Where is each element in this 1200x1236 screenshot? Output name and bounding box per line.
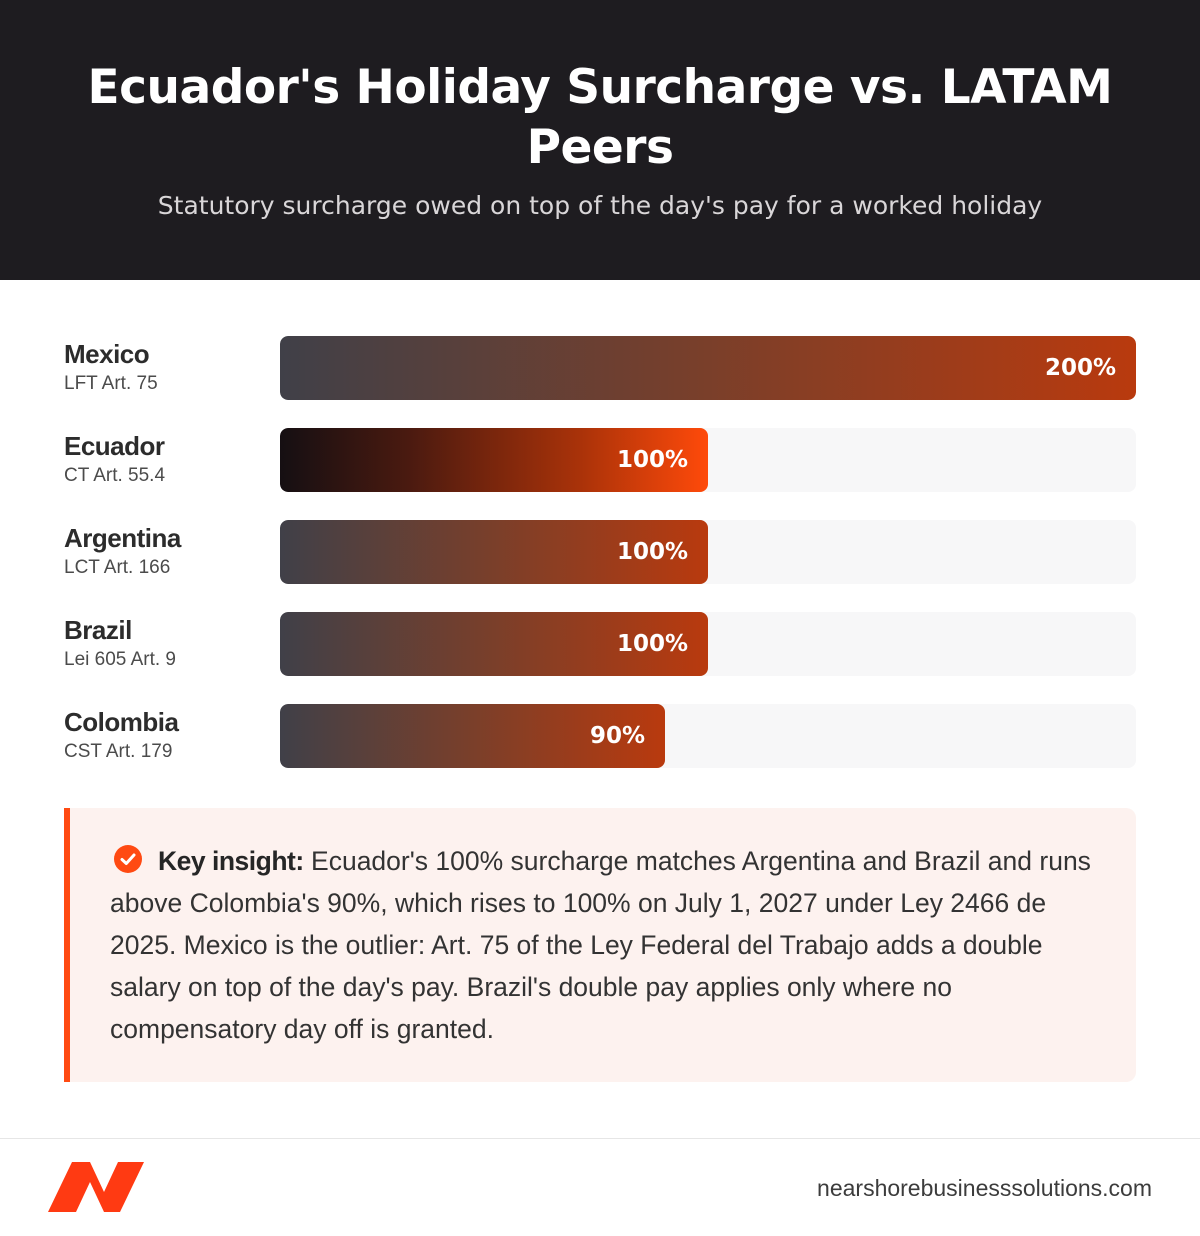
data-label: 200% xyxy=(1044,355,1116,381)
data-label: 100% xyxy=(616,447,688,473)
footer-divider xyxy=(0,1138,1200,1139)
insight-paragraph: Key insight: Ecuador's 100% surcharge ma… xyxy=(110,840,1100,1050)
insight-label: Key insight: xyxy=(158,846,304,876)
insight-text: Ecuador's 100% surcharge matches Argenti… xyxy=(110,846,1091,1044)
header: Ecuador's Holiday Surcharge vs. LATAM Pe… xyxy=(0,0,1200,280)
brand-logo-icon[interactable] xyxy=(48,1162,144,1217)
bar: 200% xyxy=(280,336,1136,400)
bar-track: 100% xyxy=(280,520,1136,584)
page-subtitle: Statutory surcharge owed on top of the d… xyxy=(157,191,1043,220)
category-label: Brazil xyxy=(64,615,132,645)
bar: 100% xyxy=(280,612,708,676)
chart-row: Argentina LCT Art. 166 100% xyxy=(64,520,1136,584)
category-sublabel: LCT Art. 166 xyxy=(64,557,171,578)
category-sublabel: CT Art. 55.4 xyxy=(64,465,166,486)
category-label: Mexico xyxy=(64,339,150,369)
category-sublabel: CST Art. 179 xyxy=(64,741,173,762)
chart-row: Brazil Lei 605 Art. 9 100% xyxy=(64,612,1136,676)
insight-box: Key insight: Ecuador's 100% surcharge ma… xyxy=(64,808,1136,1082)
chart-row: Ecuador CT Art. 55.4 100% xyxy=(64,428,1136,492)
category-sublabel: LFT Art. 75 xyxy=(64,373,158,394)
bar-track: 100% xyxy=(280,612,1136,676)
page-title: Ecuador's Holiday Surcharge vs. LATAM Pe… xyxy=(87,60,1113,175)
data-label: 90% xyxy=(589,723,645,749)
bar-track: 100% xyxy=(280,428,1136,492)
category-label: Ecuador xyxy=(64,431,165,461)
category-label: Argentina xyxy=(64,523,181,553)
bar: 100% xyxy=(280,520,708,584)
category-sublabel: Lei 605 Art. 9 xyxy=(64,649,176,670)
bar-track: 200% xyxy=(280,336,1136,400)
check-circle-icon xyxy=(114,845,142,873)
bar: 100% xyxy=(280,428,708,492)
site-url[interactable]: nearshorebusinesssolutions.com xyxy=(817,1175,1152,1201)
data-label: 100% xyxy=(616,631,688,657)
bar: 90% xyxy=(280,704,665,768)
chart-row: Mexico LFT Art. 75 200% xyxy=(64,336,1136,400)
bar-track: 90% xyxy=(280,704,1136,768)
bar-chart: Mexico LFT Art. 75 200% Ecuador CT Art. 55.4… xyxy=(0,280,1200,790)
chart-row: Colombia CST Art. 179 90% xyxy=(64,704,1136,768)
category-label: Colombia xyxy=(64,707,179,737)
data-label: 100% xyxy=(616,539,688,565)
